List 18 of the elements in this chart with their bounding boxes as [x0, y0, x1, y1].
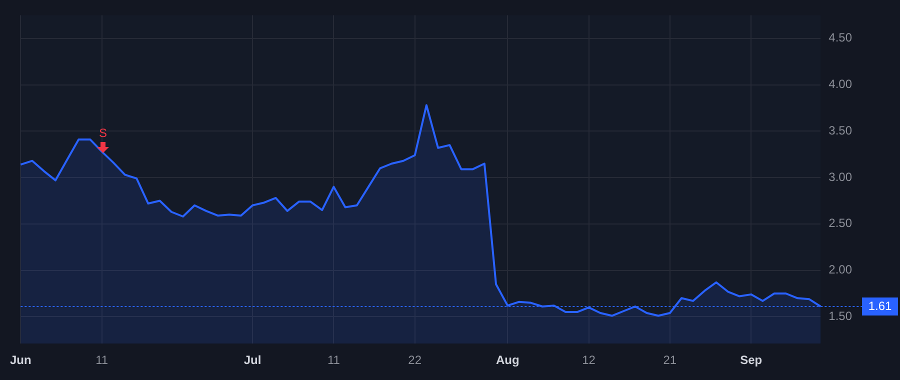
x-tick-label: Jun: [10, 353, 32, 368]
y-tick-label: 2.50: [828, 216, 852, 230]
y-tick-label: 1.50: [828, 309, 852, 324]
x-tick-label: Aug: [496, 353, 520, 368]
y-tick-label: 4.50: [828, 30, 852, 45]
x-tick-label: 22: [408, 353, 422, 368]
y-tick-label: 4.00: [828, 77, 852, 92]
x-tick-label: Jul: [244, 353, 262, 368]
y-tick-label: 2.00: [828, 262, 852, 277]
y-tick-label: 3.50: [828, 123, 852, 138]
x-tick-label: 11: [327, 353, 340, 368]
x-tick-label: 12: [582, 353, 596, 368]
x-tick-label: 21: [663, 353, 677, 368]
annotation: S: [98, 126, 108, 140]
x-tick-label: 11: [96, 353, 108, 368]
x-tick-label: Sep: [740, 353, 762, 368]
ref-line-label: 1.61: [868, 298, 892, 313]
y-tick-label: 3.00: [828, 170, 852, 184]
